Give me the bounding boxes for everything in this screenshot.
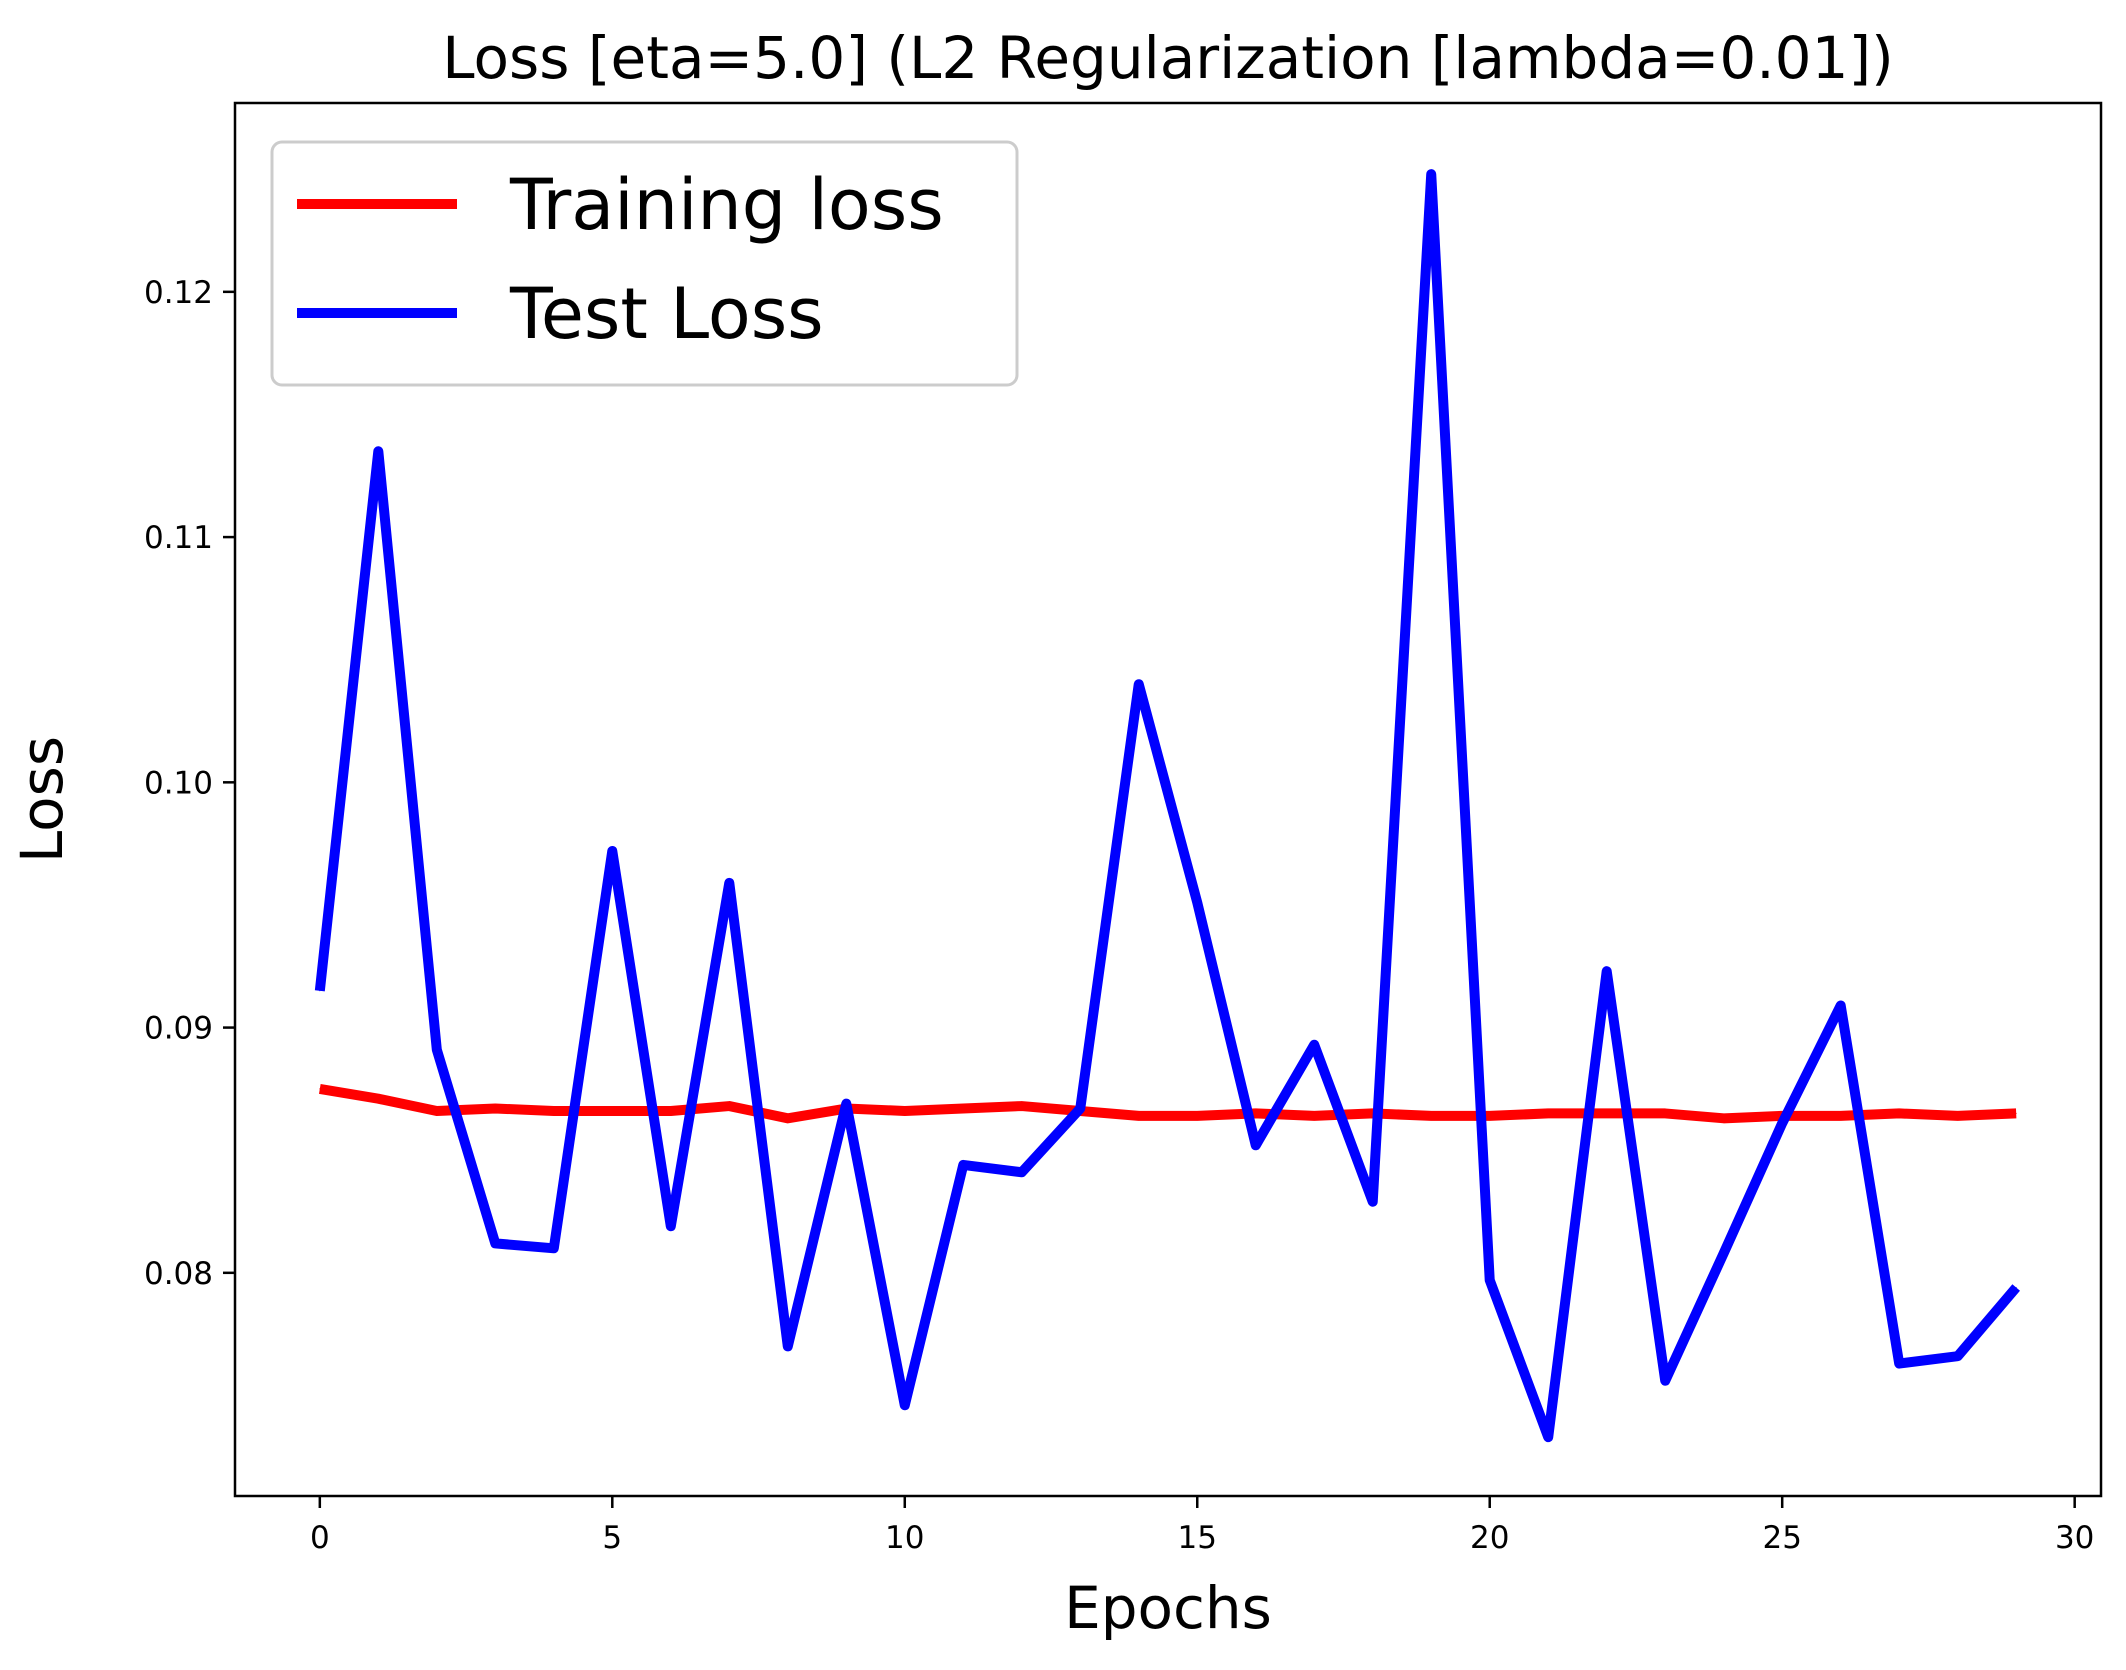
- data-point-training-loss: [1664, 1112, 1666, 1114]
- chart-title: Loss [eta=5.0] (L2 Regularization [lambd…: [442, 24, 1893, 92]
- data-point-test-loss: [845, 1103, 847, 1105]
- data-point-training-loss: [553, 1110, 555, 1112]
- data-point-test-loss: [1664, 1380, 1666, 1382]
- data-point-test-loss: [2015, 1287, 2017, 1289]
- data-point-test-loss: [1372, 1201, 1374, 1203]
- y-tick-label: 0.11: [144, 520, 213, 556]
- data-point-test-loss: [1138, 683, 1140, 685]
- axis-ticks: 0 5 10 15 20 25 30 0.08 0.09 0.10 0.11 0.12: [144, 275, 2094, 1556]
- data-point-training-loss: [436, 1110, 438, 1112]
- data-point-test-loss: [1196, 902, 1198, 903]
- y-axis-title: Loss: [8, 736, 76, 863]
- data-point-test-loss: [1606, 970, 1608, 972]
- data-point-test-loss: [494, 1242, 496, 1244]
- data-point-training-loss: [962, 1108, 964, 1110]
- data-point-training-loss: [494, 1108, 496, 1110]
- y-tick-label: 0.10: [144, 765, 213, 801]
- data-point-test-loss: [611, 850, 613, 852]
- data-point-training-loss: [1898, 1112, 1900, 1114]
- plot-frame: [233, 101, 2103, 1498]
- data-point-test-loss: [1255, 1144, 1257, 1146]
- data-point-test-loss: [1957, 1355, 1959, 1357]
- data-point-training-loss: [1196, 1115, 1198, 1117]
- data-point-test-loss: [787, 1345, 789, 1347]
- data-point-test-loss: [1723, 1252, 1725, 1254]
- data-point-test-loss: [1898, 1363, 1900, 1365]
- x-tick-label: 0: [310, 1520, 330, 1556]
- y-tick-label: 0.08: [144, 1256, 213, 1292]
- data-point-test-loss: [319, 990, 321, 992]
- legend-box: [270, 140, 1019, 387]
- data-point-test-loss: [377, 450, 379, 452]
- data-point-training-loss: [1313, 1115, 1315, 1117]
- data-point-training-loss: [319, 1088, 321, 1090]
- data-point-training-loss: [1021, 1105, 1023, 1107]
- data-point-training-loss: [1840, 1115, 1842, 1117]
- y-tick-label: 0.12: [144, 275, 213, 311]
- legend: Training loss Test Loss: [270, 140, 1019, 387]
- data-point-test-loss: [1079, 1108, 1081, 1110]
- data-point-training-loss: [787, 1117, 789, 1119]
- series-line-test-loss: [314, 169, 2020, 1443]
- data-point-test-loss: [1430, 173, 1432, 175]
- data-point-training-loss: [1430, 1115, 1432, 1117]
- x-tick-label: 15: [1178, 1520, 1217, 1556]
- x-axis-title: Epochs: [1064, 1574, 1272, 1642]
- data-point-training-loss: [377, 1098, 379, 1100]
- data-point-test-loss: [904, 1404, 906, 1406]
- data-point-training-loss: [2015, 1112, 2017, 1114]
- data-point-test-loss: [1313, 1044, 1315, 1046]
- data-point-training-loss: [1957, 1115, 1959, 1117]
- y-tick-label: 0.09: [144, 1011, 213, 1047]
- data-point-test-loss: [436, 1049, 438, 1051]
- data-point-test-loss: [1840, 1005, 1842, 1007]
- data-point-training-loss: [1255, 1112, 1257, 1114]
- data-point-test-loss: [553, 1247, 555, 1249]
- data-point-test-loss: [670, 1225, 672, 1227]
- data-point-training-loss: [904, 1110, 906, 1112]
- data-point-training-loss: [611, 1110, 613, 1112]
- data-point-training-loss: [1606, 1112, 1608, 1114]
- series-line-training-loss: [318, 1083, 2017, 1124]
- data-point-training-loss: [728, 1105, 730, 1107]
- data-point-training-loss: [1547, 1112, 1549, 1114]
- x-tick-label: 10: [885, 1520, 924, 1556]
- data-point-test-loss: [728, 882, 730, 884]
- data-point-training-loss: [1138, 1115, 1140, 1117]
- data-point-test-loss: [962, 1164, 964, 1166]
- legend-label-training-loss: Training loss: [509, 164, 944, 246]
- plot-marks: [314, 169, 2020, 1443]
- data-point-training-loss: [1723, 1117, 1725, 1119]
- data-point-test-loss: [1781, 1122, 1783, 1124]
- x-tick-label: 25: [1762, 1520, 1801, 1556]
- x-tick-label: 30: [2055, 1520, 2094, 1556]
- data-point-test-loss: [1547, 1436, 1549, 1438]
- data-point-test-loss: [1021, 1171, 1023, 1173]
- x-tick-label: 20: [1470, 1520, 1509, 1556]
- data-point-test-loss: [1489, 1279, 1491, 1281]
- x-tick-label: 5: [602, 1520, 622, 1556]
- data-point-training-loss: [1489, 1115, 1491, 1117]
- legend-label-test-loss: Test Loss: [509, 273, 824, 355]
- data-point-training-loss: [670, 1110, 672, 1112]
